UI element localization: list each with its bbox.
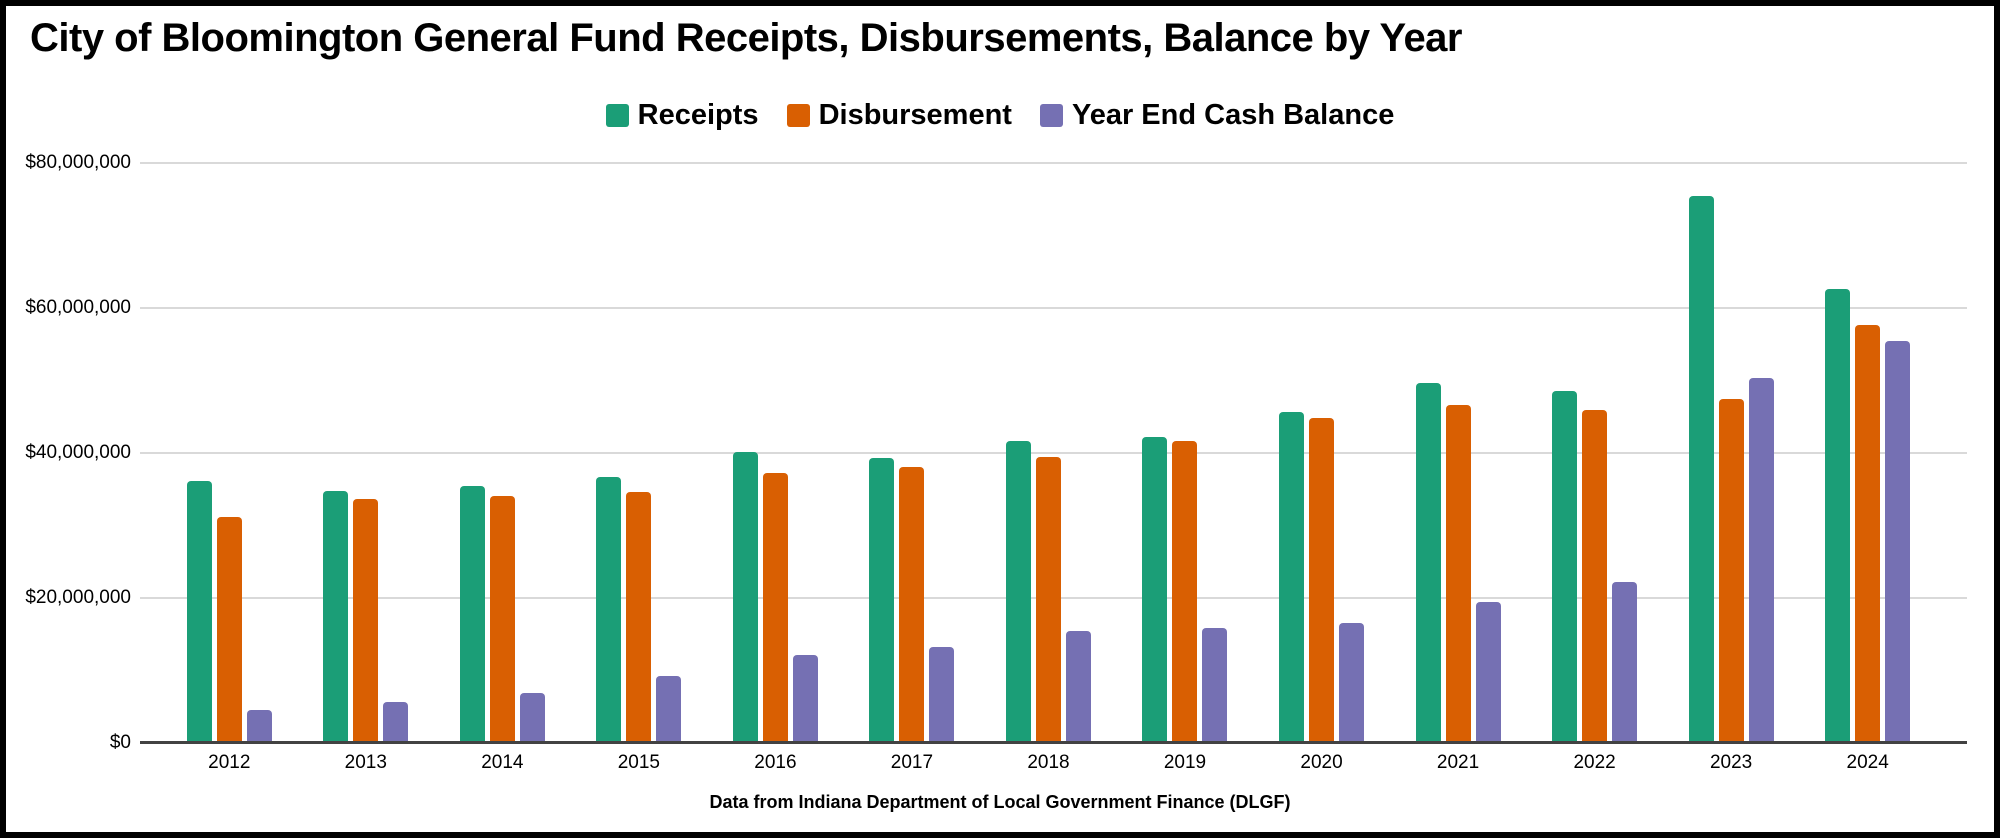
x-axis-label-2023: 2023 xyxy=(1709,752,1753,773)
bar-disbursement-2021 xyxy=(1445,405,1471,743)
bar-group-2015 xyxy=(571,163,708,743)
chart-legend: Receipts Disbursement Year End Cash Bala… xyxy=(6,98,1994,132)
bar-receipts-2024 xyxy=(1825,289,1851,743)
gridline xyxy=(140,162,1967,164)
bar-disbursement-2022 xyxy=(1582,409,1608,743)
bar-receipts-2017 xyxy=(869,458,895,743)
bar-group-2018 xyxy=(980,163,1117,743)
bar-group-2022 xyxy=(1526,163,1663,743)
bar-groups xyxy=(161,163,1936,743)
bar-year-end-cash-balance-2019 xyxy=(1202,628,1228,743)
bar-receipts-2013 xyxy=(323,490,349,743)
bar-year-end-cash-balance-2014 xyxy=(519,693,545,743)
bar-receipts-2015 xyxy=(596,476,622,743)
bar-disbursement-2013 xyxy=(353,499,379,743)
bar-receipts-2020 xyxy=(1279,412,1305,743)
legend-item-disbursement: Disbursement xyxy=(786,98,1012,132)
x-axis-label-2014: 2014 xyxy=(481,752,524,773)
bar-year-end-cash-balance-2020 xyxy=(1339,622,1365,743)
x-axis-label-2015: 2015 xyxy=(617,752,660,773)
bar-disbursement-2023 xyxy=(1718,399,1744,743)
bar-year-end-cash-balance-2018 xyxy=(1065,631,1091,743)
bar-receipts-2021 xyxy=(1415,383,1441,743)
y-axis-tick-label: $60,000,000 xyxy=(25,297,131,318)
bar-disbursement-2014 xyxy=(489,495,515,743)
bar-year-end-cash-balance-2017 xyxy=(929,646,955,743)
bar-disbursement-2024 xyxy=(1855,324,1881,743)
bar-group-2023 xyxy=(1663,163,1800,743)
chart-title: City of Bloomington General Fund Receipt… xyxy=(30,16,1463,60)
bar-disbursement-2020 xyxy=(1309,418,1335,743)
bar-year-end-cash-balance-2012 xyxy=(246,709,272,743)
bar-group-2014 xyxy=(434,163,571,743)
y-axis-tick-label: $20,000,000 xyxy=(25,587,131,608)
bar-disbursement-2012 xyxy=(216,516,242,743)
legend-item-year-end-cash-balance: Year End Cash Balance xyxy=(1039,98,1395,132)
bar-year-end-cash-balance-2021 xyxy=(1475,601,1501,743)
x-axis-label-2013: 2013 xyxy=(344,752,387,773)
bar-disbursement-2017 xyxy=(899,466,925,743)
x-axis-line xyxy=(140,741,1967,744)
x-axis-label-2012: 2012 xyxy=(208,752,251,773)
bar-receipts-2012 xyxy=(186,480,212,743)
x-axis-label-2022: 2022 xyxy=(1573,752,1616,773)
bar-disbursement-2018 xyxy=(1035,457,1061,743)
bar-year-end-cash-balance-2024 xyxy=(1885,341,1911,743)
y-axis-tick-label: $80,000,000 xyxy=(25,152,131,173)
receipts-swatch-icon xyxy=(605,103,629,127)
bar-group-2013 xyxy=(298,163,435,743)
y-axis-tick-label: $40,000,000 xyxy=(25,442,131,463)
bar-receipts-2019 xyxy=(1142,437,1168,743)
bar-receipts-2014 xyxy=(459,486,485,743)
bar-group-2024 xyxy=(1799,163,1936,743)
bar-year-end-cash-balance-2013 xyxy=(383,701,409,743)
bar-receipts-2022 xyxy=(1552,390,1578,743)
bar-group-2019 xyxy=(1117,163,1254,743)
x-axis-label-2024: 2024 xyxy=(1846,752,1889,773)
y-axis-tick-label: $0 xyxy=(109,732,131,753)
gridline xyxy=(140,452,1967,454)
bar-disbursement-2016 xyxy=(762,472,788,743)
x-axis-label-2020: 2020 xyxy=(1300,752,1343,773)
bar-year-end-cash-balance-2023 xyxy=(1748,378,1774,743)
disbursement-swatch-icon xyxy=(786,103,810,127)
year-end-cash-balance-swatch-icon xyxy=(1039,103,1063,127)
bar-group-2012 xyxy=(161,163,298,743)
legend-label-disbursement: Disbursement xyxy=(818,98,1012,131)
bar-disbursement-2015 xyxy=(626,492,652,743)
gridline xyxy=(140,307,1967,309)
plot-area: 2012 2013 2014 2015 2016 2017 2018 2019 2020 2021… xyxy=(25,152,1967,773)
bar-group-2020 xyxy=(1253,163,1390,743)
x-axis-label-2018: 2018 xyxy=(1027,752,1070,773)
bar-year-end-cash-balance-2016 xyxy=(792,655,818,743)
bar-group-2016 xyxy=(707,163,844,743)
source-note: Data from Indiana Department of Local Go… xyxy=(709,792,1291,812)
bar-group-2021 xyxy=(1390,163,1527,743)
legend-label-year-end-cash-balance: Year End Cash Balance xyxy=(1071,98,1395,131)
legend-item-receipts: Receipts xyxy=(605,98,759,132)
x-axis-label-2021: 2021 xyxy=(1436,752,1480,773)
bar-year-end-cash-balance-2015 xyxy=(656,676,682,743)
x-axis-label-2017: 2017 xyxy=(890,752,934,773)
x-axis-label-2016: 2016 xyxy=(754,752,797,773)
x-axis-label-2019: 2019 xyxy=(1163,752,1207,773)
bar-receipts-2016 xyxy=(732,452,758,743)
bar-disbursement-2019 xyxy=(1172,440,1198,743)
bar-group-2017 xyxy=(844,163,981,743)
bar-year-end-cash-balance-2022 xyxy=(1612,582,1638,743)
legend-label-receipts: Receipts xyxy=(637,98,759,131)
bar-receipts-2018 xyxy=(1005,441,1031,743)
x-axis-labels: 2012 2013 2014 2015 2016 2017 2018 2019 2020 2021… xyxy=(161,752,1936,774)
bar-receipts-2023 xyxy=(1688,196,1714,743)
